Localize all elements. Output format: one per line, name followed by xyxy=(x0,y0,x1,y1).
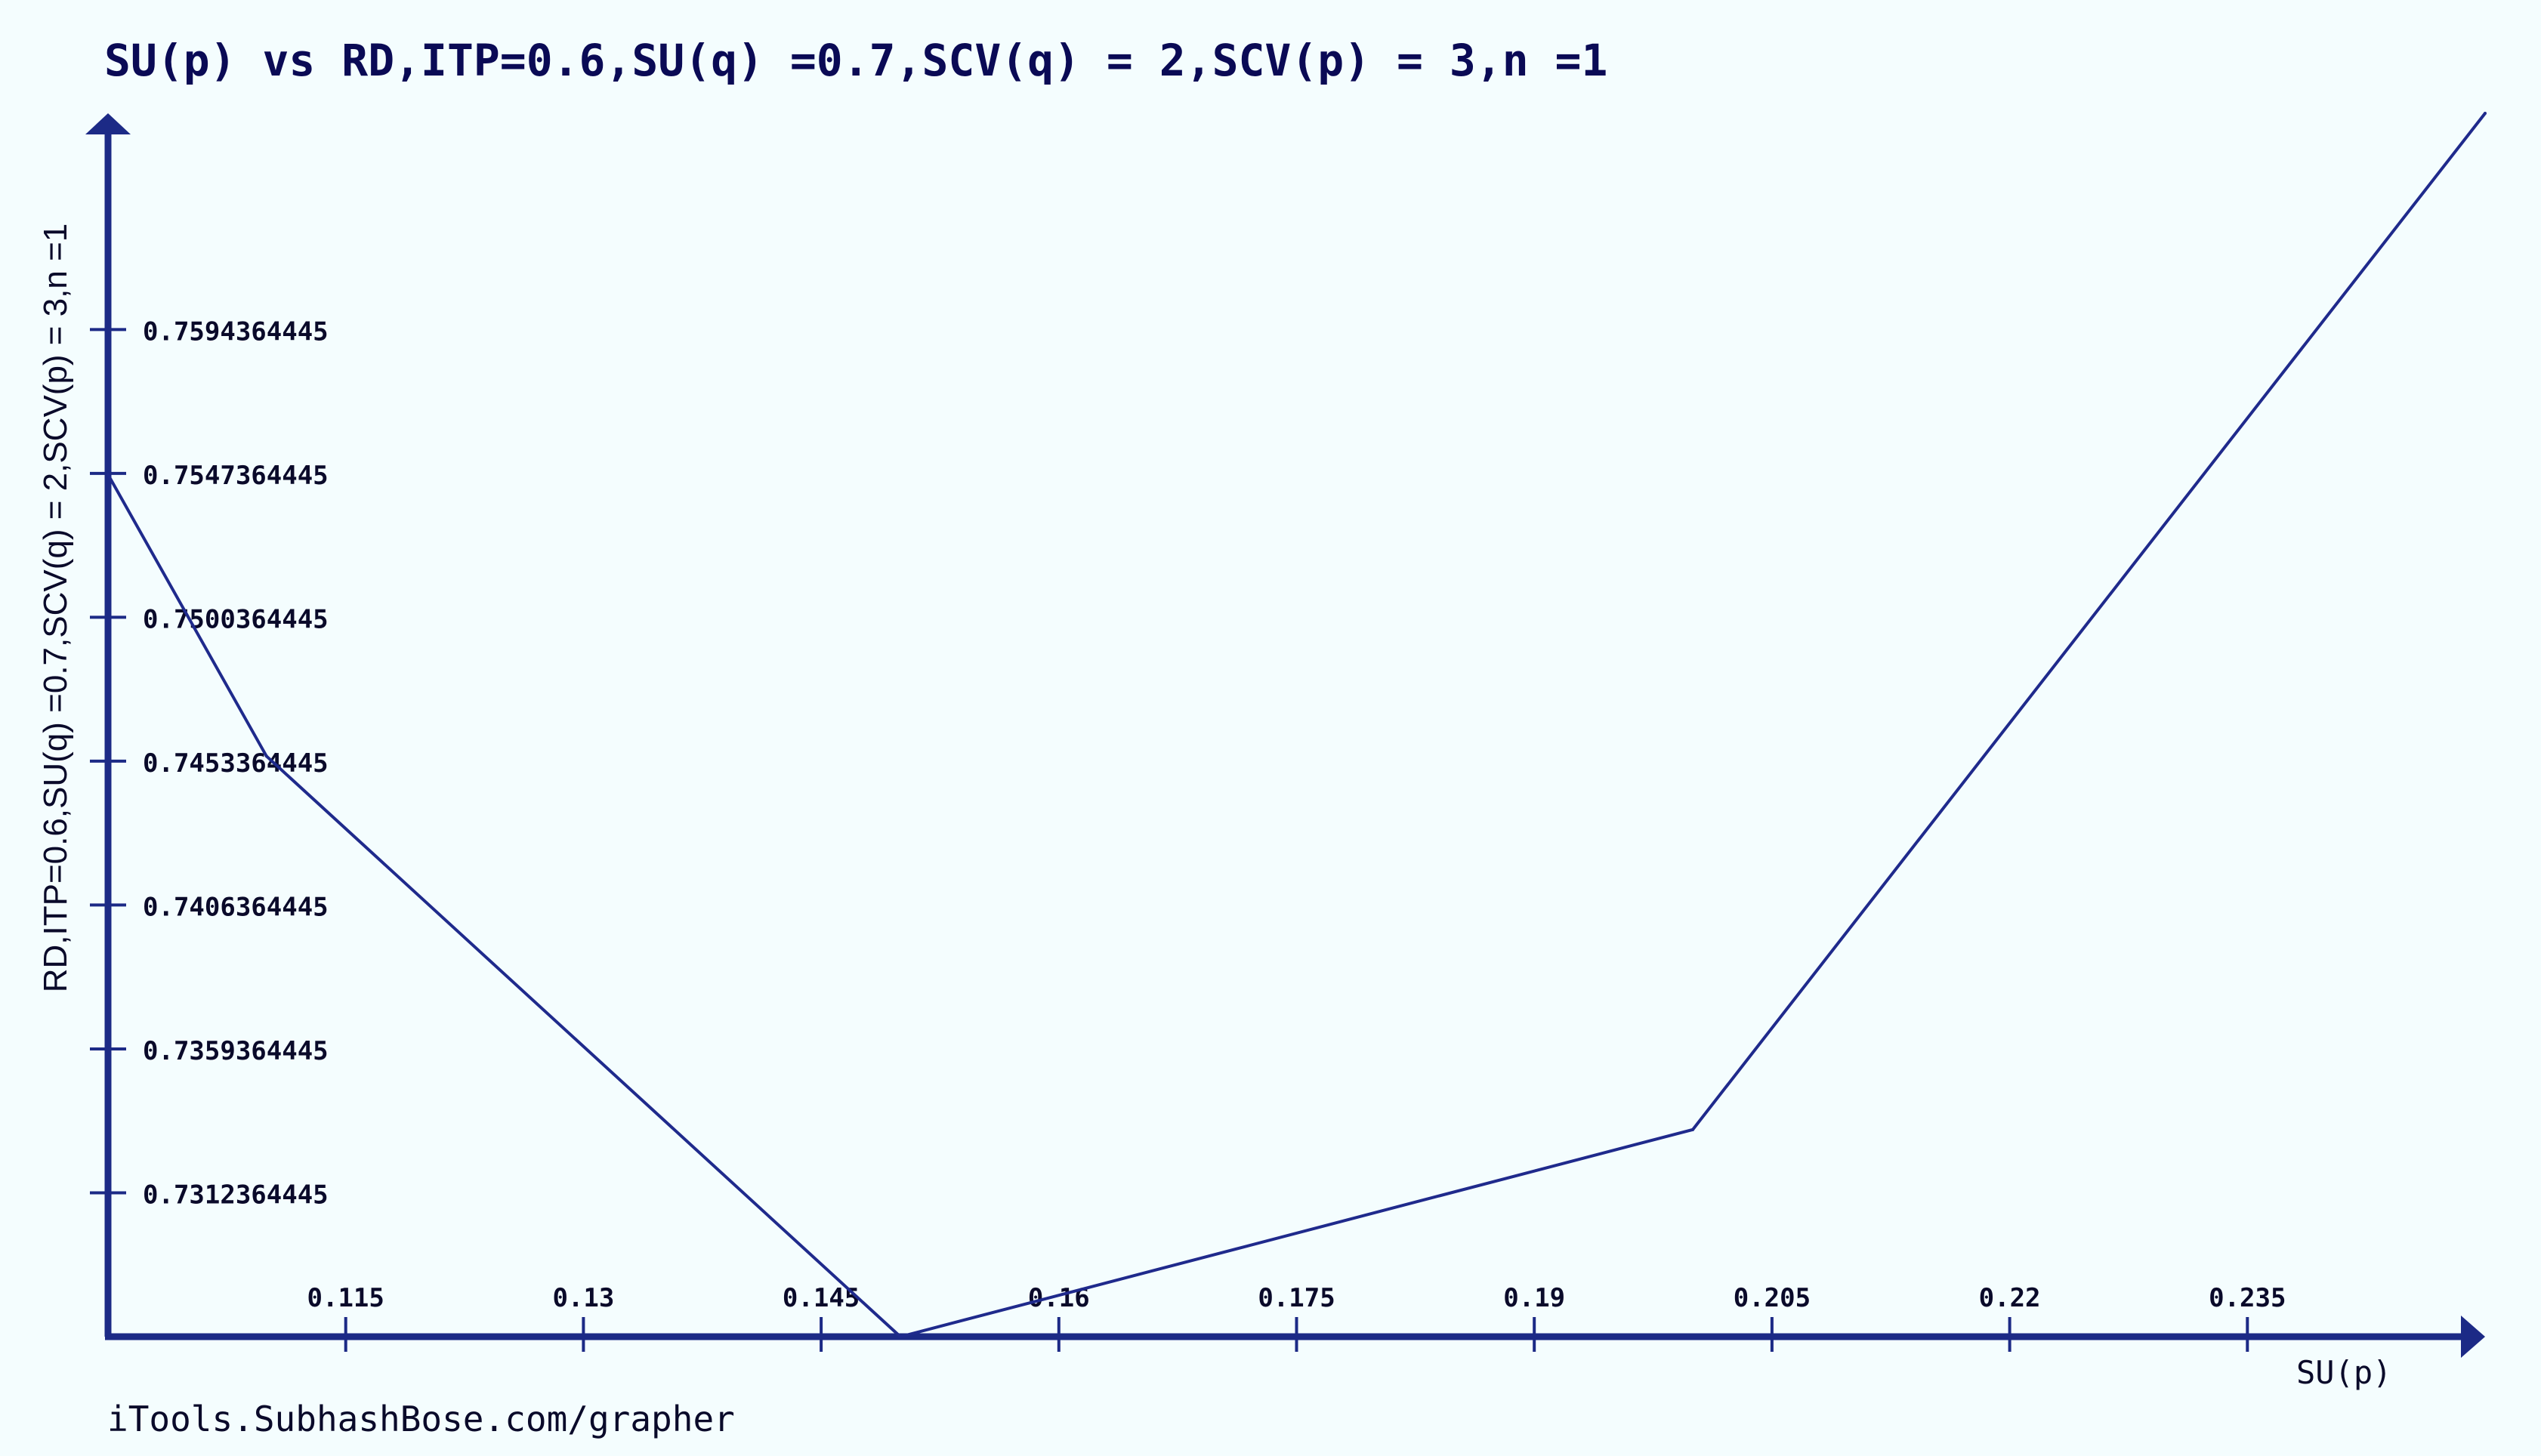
x-axis-label: SU(p) xyxy=(2296,1354,2391,1391)
data-point xyxy=(899,1335,902,1338)
x-tick-label: 0.16 xyxy=(1028,1283,1090,1313)
y-tick-label: 0.7500364445 xyxy=(143,604,329,634)
data-point xyxy=(107,473,110,477)
data-point xyxy=(1691,1127,1694,1131)
y-tick-label: 0.7359364445 xyxy=(143,1036,329,1066)
x-axis-ticks: 0.115 0.13 0.145 0.16 0.175 0.19 0.205 0.22 0.23… xyxy=(307,1283,2286,1352)
y-axis-label: RD,ITP=0.6,SU(q) =0.7,SCV(q) = 2,SCV(p) … xyxy=(37,224,74,993)
y-axis-arrow xyxy=(85,113,131,134)
x-tick-label: 0.115 xyxy=(307,1283,384,1313)
x-tick-label: 0.19 xyxy=(1503,1283,1565,1313)
x-tick-label: 0.205 xyxy=(1734,1283,1811,1313)
data-point xyxy=(264,754,268,758)
data-point xyxy=(2484,112,2487,115)
series-points xyxy=(107,112,2487,1338)
x-tick-label: 0.175 xyxy=(1258,1283,1335,1313)
y-tick-label: 0.7453364445 xyxy=(143,748,329,779)
x-tick-label: 0.13 xyxy=(552,1283,614,1313)
x-axis-arrow xyxy=(2461,1316,2485,1358)
y-tick-label: 0.7594364445 xyxy=(143,316,329,347)
y-tick-label: 0.7547364445 xyxy=(143,461,329,491)
x-tick-label: 0.235 xyxy=(2209,1283,2286,1313)
y-tick-label: 0.7312364445 xyxy=(143,1180,329,1210)
credit-text: iTools.SubhashBose.com/grapher xyxy=(107,1399,735,1439)
y-tick-label: 0.7406364445 xyxy=(143,892,329,922)
chart-title: SU(p) vs RD,ITP=0.6,SU(q) =0.7,SCV(q) = … xyxy=(104,35,1607,86)
x-tick-label: 0.22 xyxy=(1979,1283,2041,1313)
axes xyxy=(85,113,2485,1358)
